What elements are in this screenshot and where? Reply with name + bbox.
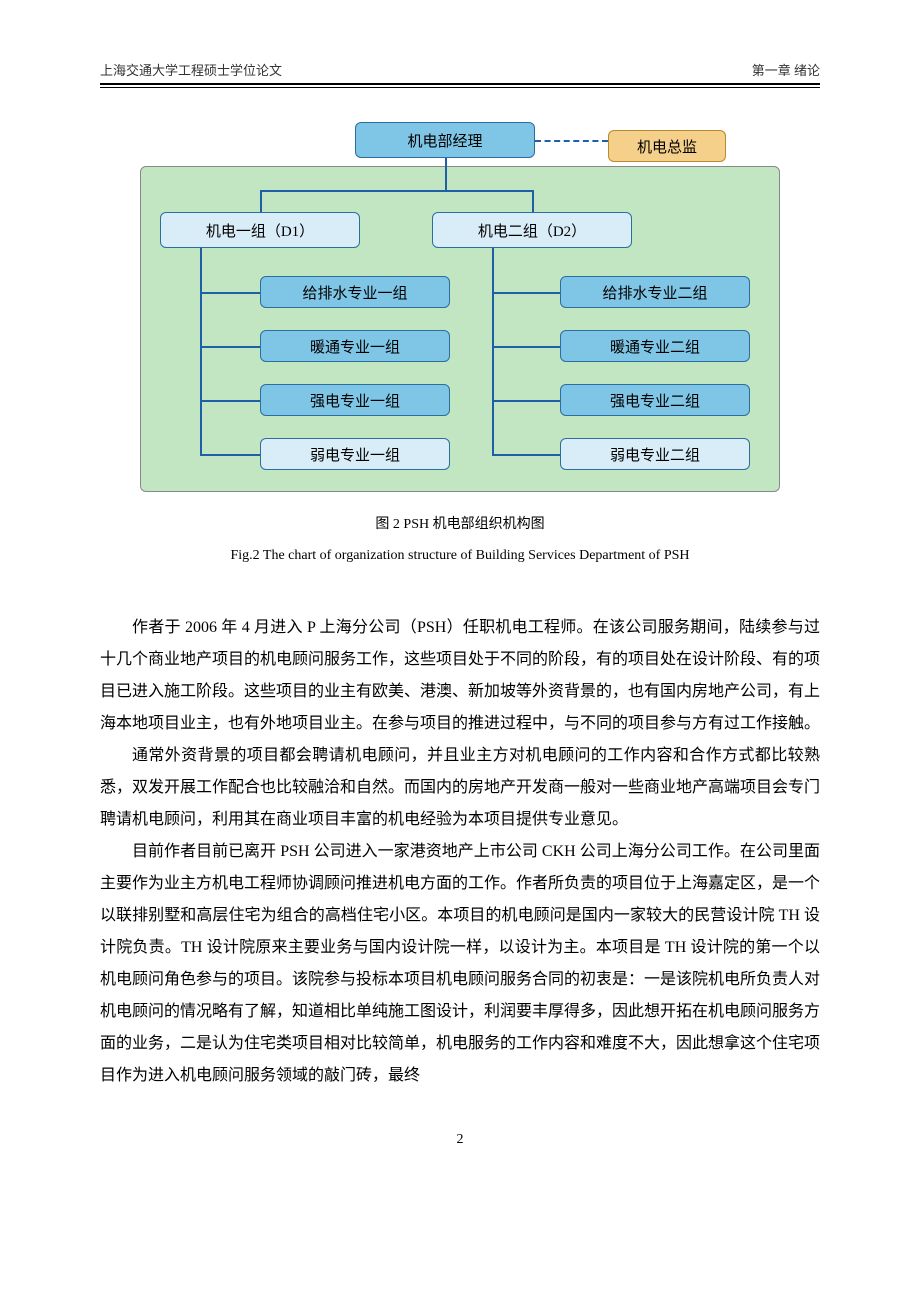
connector-line [535, 140, 608, 142]
org-chart: 机电部经理机电总监机电一组（D1）机电二组（D2）给排水专业一组暖通专业一组强电… [100, 112, 820, 492]
connector-line [260, 190, 262, 212]
connector-line [200, 454, 260, 456]
header-left: 上海交通大学工程硕士学位论文 [100, 60, 282, 79]
org-node-d1: 机电一组（D1） [160, 212, 360, 248]
org-node-l1b: 暖通专业一组 [260, 330, 450, 362]
caption-en: Fig.2 The chart of organization structur… [100, 541, 820, 572]
connector-line [200, 292, 260, 294]
header-right: 第一章 绪论 [752, 60, 820, 79]
org-node-l2a: 给排水专业二组 [560, 276, 750, 308]
connector-line [445, 158, 447, 190]
org-node-d2: 机电二组（D2） [432, 212, 632, 248]
org-node-l2c: 强电专业二组 [560, 384, 750, 416]
org-node-manager: 机电部经理 [355, 122, 535, 158]
body-text: 作者于 2006 年 4 月进入 P 上海分公司（PSH）任职机电工程师。在该公… [100, 612, 820, 1092]
connector-line [260, 190, 532, 192]
connector-line [492, 248, 494, 454]
connector-line [492, 292, 560, 294]
connector-line [532, 190, 534, 212]
paragraph: 通常外资背景的项目都会聘请机电顾问，并且业主方对机电顾问的工作内容和合作方式都比… [100, 740, 820, 836]
paragraph: 作者于 2006 年 4 月进入 P 上海分公司（PSH）任职机电工程师。在该公… [100, 612, 820, 740]
org-node-l1d: 弱电专业一组 [260, 438, 450, 470]
org-node-l2d: 弱电专业二组 [560, 438, 750, 470]
connector-line [492, 454, 560, 456]
connector-line [200, 400, 260, 402]
org-node-director: 机电总监 [608, 130, 726, 162]
paragraph: 目前作者目前已离开 PSH 公司进入一家港资地产上市公司 CKH 公司上海分公司… [100, 836, 820, 1092]
connector-line [492, 346, 560, 348]
page-header: 上海交通大学工程硕士学位论文 第一章 绪论 [100, 60, 820, 83]
header-rule [100, 83, 820, 88]
page-number: 2 [100, 1132, 820, 1148]
connector-line [200, 248, 202, 454]
org-node-l1a: 给排水专业一组 [260, 276, 450, 308]
connector-line [492, 400, 560, 402]
org-node-l1c: 强电专业一组 [260, 384, 450, 416]
org-node-l2b: 暖通专业二组 [560, 330, 750, 362]
connector-line [200, 346, 260, 348]
figure-caption: 图 2 PSH 机电部组织机构图 Fig.2 The chart of orga… [100, 510, 820, 572]
caption-zh: 图 2 PSH 机电部组织机构图 [100, 510, 820, 541]
